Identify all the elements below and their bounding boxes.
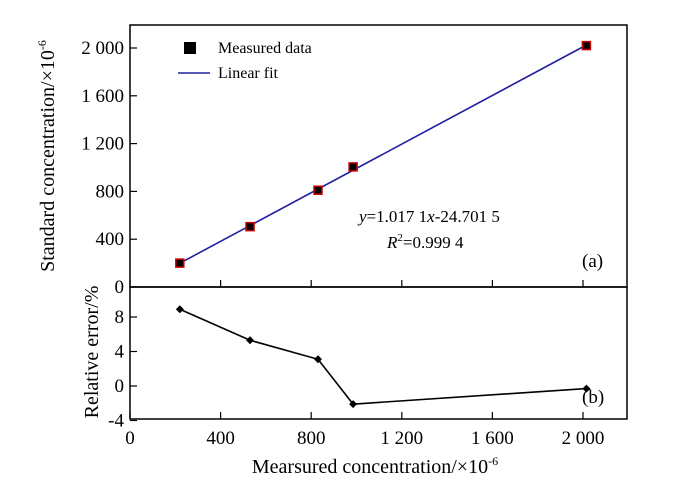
relative-error-point xyxy=(175,305,184,314)
panel-b-y-ticks: -4 0 4 8 xyxy=(108,307,137,432)
panel-a-y-tick-label: 1 200 xyxy=(81,134,124,155)
r-squared: R2=0.999 4 xyxy=(386,232,464,252)
panel-a-y-tick-label: 800 xyxy=(96,181,125,202)
measured-data-series xyxy=(175,40,592,268)
panel-a-y-ticks: 0 400 800 1 200 1 600 2 000 xyxy=(81,38,137,298)
relative-error-point xyxy=(246,336,255,345)
panel-b-frame xyxy=(129,286,628,420)
panel-a-y-tick-label: 0 xyxy=(115,277,125,298)
panel-a-y-tick-label: 1 600 xyxy=(81,86,124,107)
panel-b-y-tick-label: 8 xyxy=(115,307,125,328)
legend-measured-marker xyxy=(184,42,196,54)
x-tick-label: 400 xyxy=(206,428,235,449)
legend-fit-label: Linear fit xyxy=(218,65,279,82)
x-axis-label: Mearsured concentration/×10-6 xyxy=(252,454,498,478)
legend-measured-label: Measured data xyxy=(218,40,312,57)
relative-error-series xyxy=(179,308,587,405)
measured-data-point xyxy=(245,221,255,232)
panel-b-y-tick-label: -4 xyxy=(108,411,124,432)
relative-error-points xyxy=(175,305,591,409)
relative-error-point xyxy=(313,355,322,364)
measured-data-point xyxy=(581,40,592,51)
panel-b-y-tick-label: 0 xyxy=(115,376,125,397)
x-tick-label: 0 xyxy=(125,428,135,449)
legend: Measured data Linear fit xyxy=(178,40,312,82)
x-axis-ticks: 0 400 800 1 200 1 600 2 000 xyxy=(125,280,604,449)
panel-a-y-tick-label: 2 000 xyxy=(81,38,124,59)
x-tick-label: 2 000 xyxy=(562,428,605,449)
x-tick-label: 1 600 xyxy=(471,428,514,449)
panel-b-label: (b) xyxy=(582,387,604,408)
measured-data-point xyxy=(313,185,323,195)
measured-data-point xyxy=(348,162,358,172)
panel-b-y-tick-label: 4 xyxy=(115,342,125,363)
panel-a: 0 400 800 1 200 1 600 2 000 Measured data Lin… xyxy=(35,24,628,298)
fit-equation: y=1.017 1x-24.701 5 xyxy=(357,207,500,226)
measured-data-point xyxy=(175,258,185,268)
x-tick-label: 800 xyxy=(297,428,326,449)
panel-a-y-axis-label: Standard concentration/×10-6 xyxy=(35,40,59,272)
panel-a-y-tick-label: 400 xyxy=(96,229,125,250)
x-tick-label: 1 200 xyxy=(380,428,423,449)
relative-error-point xyxy=(349,400,358,409)
relative-error-point xyxy=(582,384,591,393)
panel-b-y-axis-label: Relative error/% xyxy=(81,286,103,419)
relative-error-line xyxy=(179,308,587,405)
panel-a-label: (a) xyxy=(582,251,603,272)
